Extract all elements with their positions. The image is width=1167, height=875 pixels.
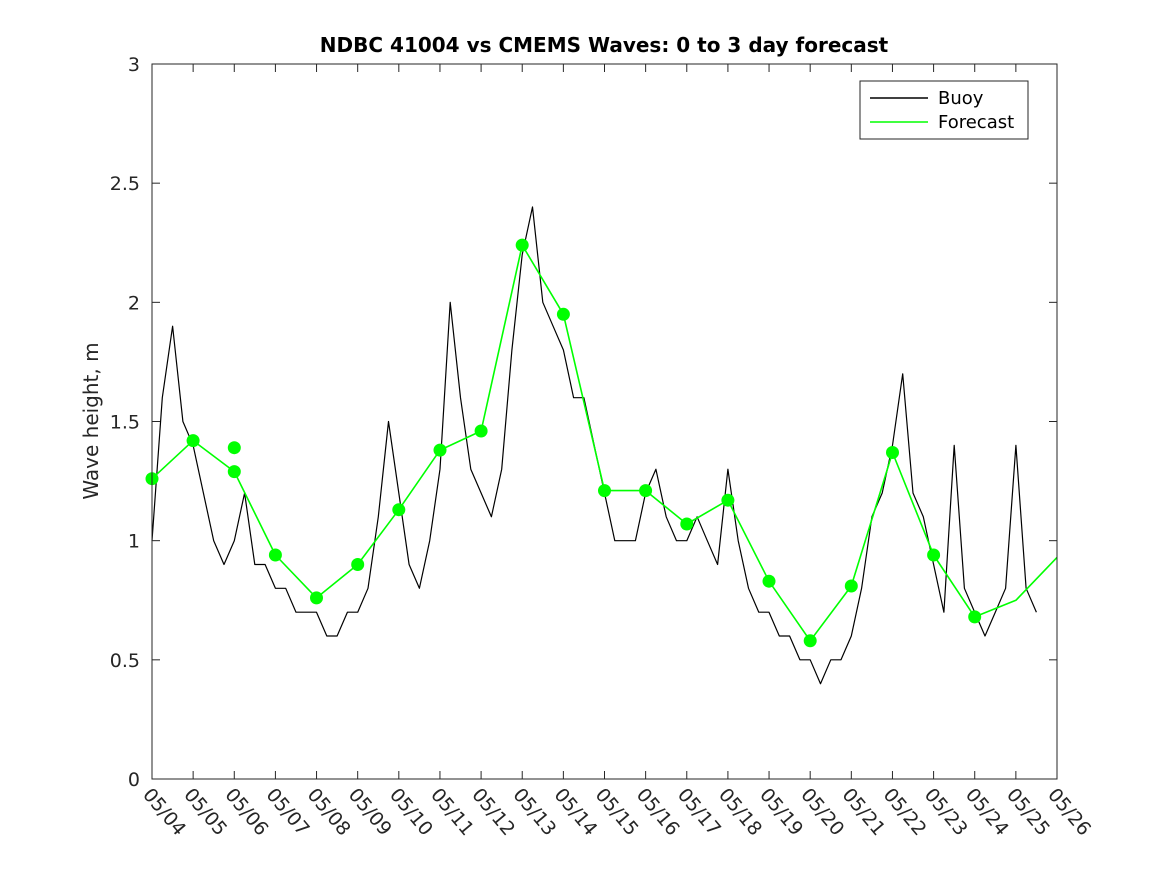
- forecast-point: [968, 610, 982, 624]
- chart-title: NDBC 41004 vs CMEMS Waves: 0 to 3 day fo…: [320, 33, 889, 57]
- forecast-point: [556, 307, 570, 321]
- legend-label-buoy: Buoy: [938, 88, 984, 109]
- legend: Buoy Forecast: [859, 80, 1029, 140]
- y-tick-label: 3: [128, 54, 140, 76]
- forecast-point: [762, 574, 776, 588]
- y-tick-label: 0: [128, 769, 140, 791]
- forecast-point: [680, 517, 694, 531]
- y-axis-label: Wave height, m: [79, 342, 103, 499]
- forecast-point: [392, 503, 406, 517]
- forecast-point: [268, 548, 282, 562]
- forecast-point: [310, 591, 323, 605]
- forecast-point: [598, 484, 611, 498]
- forecast-point: [886, 446, 899, 459]
- forecast-point: [474, 424, 488, 438]
- y-tick-label: 2: [128, 292, 140, 314]
- forecast-point: [721, 493, 735, 507]
- y-tick-label: 1: [128, 531, 140, 553]
- forecast-point: [639, 484, 653, 498]
- forecast-point: [844, 579, 858, 593]
- forecast-point: [433, 443, 447, 457]
- y-tick-label: 2.5: [110, 173, 140, 195]
- y-tick-label: 0.5: [110, 650, 140, 672]
- forecast-point: [227, 465, 241, 479]
- forecast-point: [515, 238, 529, 252]
- legend-label-forecast: Forecast: [938, 112, 1014, 133]
- forecast-point: [803, 634, 817, 648]
- y-tick-label: 1.5: [110, 412, 140, 434]
- forecast-point: [927, 548, 941, 562]
- forecast-point: [351, 558, 365, 571]
- forecast-point: [227, 441, 241, 455]
- forecast-point: [186, 434, 200, 448]
- legend-box: [859, 80, 1029, 140]
